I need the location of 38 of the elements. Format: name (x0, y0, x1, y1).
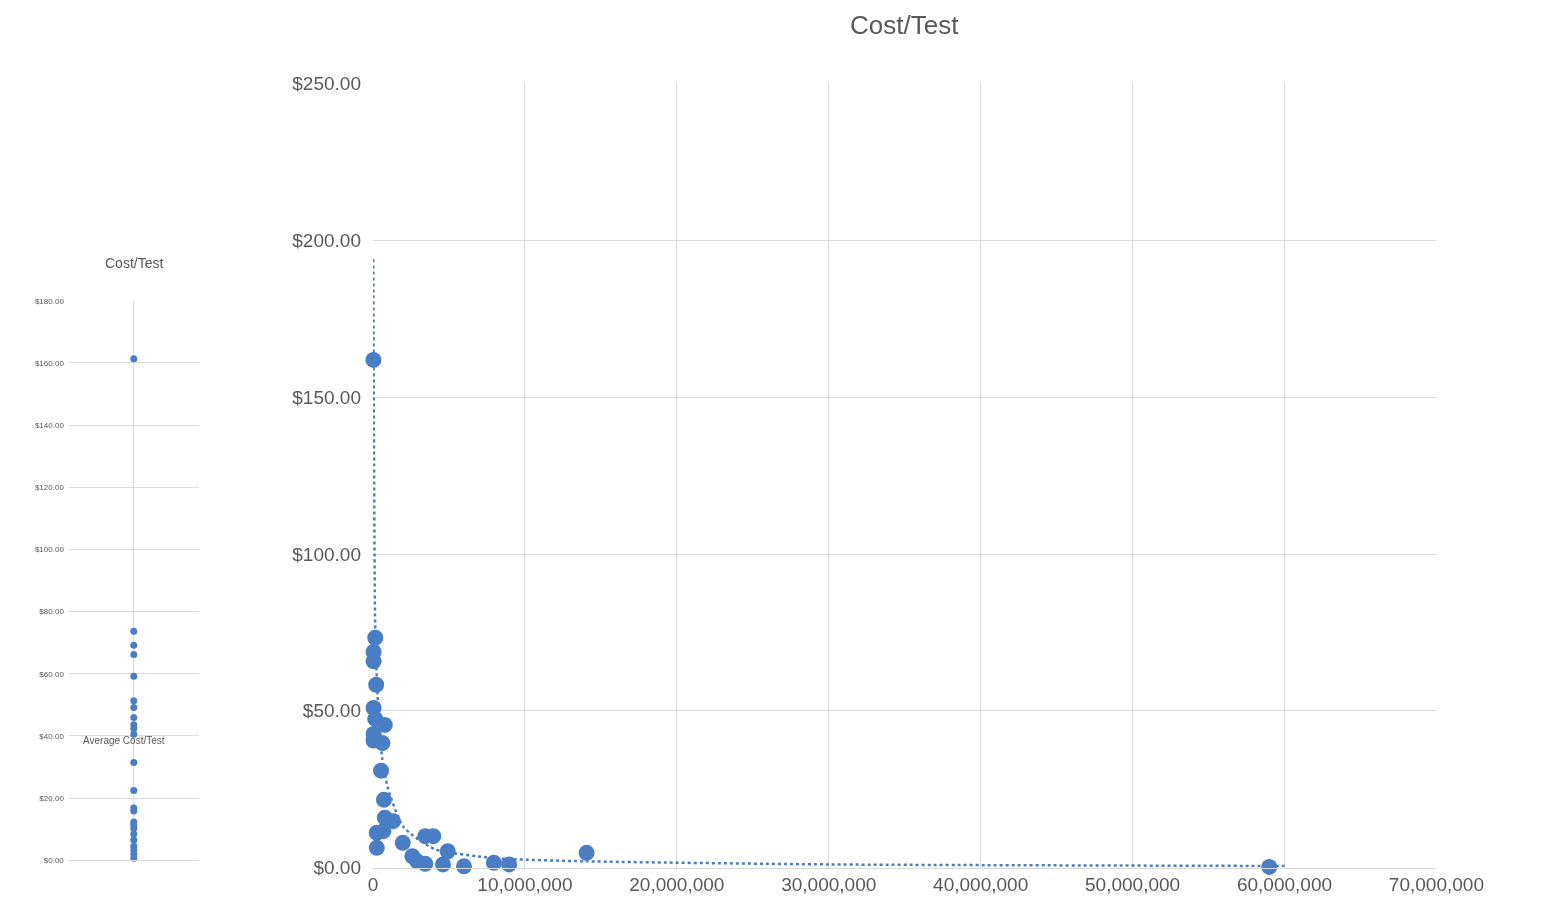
y-tick-label: $150.00 (292, 386, 361, 408)
y-tick-label: $40.00 (39, 731, 65, 741)
y-tick-label: $60.00 (39, 669, 65, 679)
point (368, 676, 385, 693)
point (439, 843, 456, 860)
point (367, 629, 384, 646)
annotation: Average Cost/Test (83, 735, 165, 746)
x-tick-label: 50,000,000 (1085, 874, 1181, 896)
point (365, 351, 382, 368)
y-tick-label: $120.00 (34, 483, 65, 493)
chart-title: Cost/Test (850, 10, 960, 40)
point (375, 791, 392, 808)
y-tick-label: $50.00 (302, 700, 361, 722)
x-tick-label: 30,000,000 (781, 874, 877, 896)
y-tick-label: $80.00 (39, 607, 65, 617)
chart-title: Cost/Test (105, 255, 164, 271)
x-tick-label: 10,000,000 (477, 874, 573, 896)
x-tick-label: 40,000,000 (933, 874, 1029, 896)
point (368, 839, 385, 856)
y-tick-label: $20.00 (39, 793, 65, 803)
point (376, 716, 393, 733)
x-tick-label: 60,000,000 (1236, 874, 1333, 896)
y-tick-label: $140.00 (34, 420, 65, 430)
y-tick-label: $250.00 (292, 73, 361, 95)
point (394, 834, 411, 851)
x-tick-label: 20,000,000 (629, 874, 725, 896)
point (373, 762, 390, 779)
y-tick-label: $0.00 (43, 856, 65, 865)
point (578, 844, 595, 861)
y-tick-label: $0.00 (313, 857, 361, 879)
x-tick-label: 0 (367, 874, 379, 896)
y-tick-label: $160.00 (34, 358, 65, 368)
y-tick-label: $100.00 (34, 545, 65, 555)
y-tick-label: $180.00 (34, 296, 65, 306)
x-tick-label: 70,000,000 (1388, 874, 1484, 896)
y-tick-label: $100.00 (292, 543, 361, 565)
y-tick-label: $200.00 (292, 230, 361, 252)
point (374, 735, 391, 752)
